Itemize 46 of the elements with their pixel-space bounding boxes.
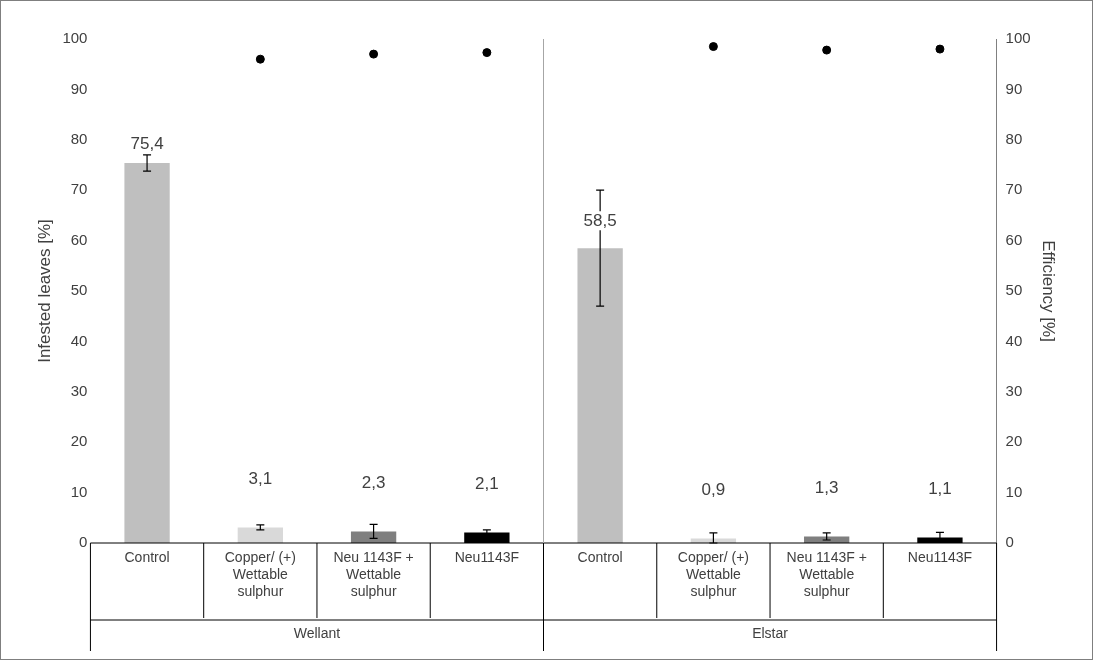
y2-tick-label: 90 xyxy=(1005,79,1023,97)
data-label: 58,5 xyxy=(583,211,617,231)
y-tick-label: 70 xyxy=(70,180,88,198)
y-tick-label: 0 xyxy=(79,533,88,551)
y-tick-label: 90 xyxy=(70,79,88,97)
y2-tick-label: 40 xyxy=(1005,331,1023,349)
y-tick-label: 10 xyxy=(70,482,88,500)
y2-tick-label: 20 xyxy=(1005,432,1023,450)
data-label: 75,4 xyxy=(130,134,164,154)
x-tick-label: Copper/ (+) Wettable sulphur xyxy=(677,548,749,599)
y2-tick-label: 70 xyxy=(1005,180,1023,198)
y-tick-label: 40 xyxy=(70,331,88,349)
y2-tick-label: 0 xyxy=(1005,533,1014,551)
x-tick-label: Control xyxy=(124,548,170,565)
x-tick-label: Neu1143F xyxy=(907,548,973,565)
y2-tick-label: 10 xyxy=(1005,482,1023,500)
y-axis-title: Infested leaves [%] xyxy=(34,219,54,363)
y2-axis-title: Efficiency [%] xyxy=(1039,240,1059,342)
text: Elstar xyxy=(752,624,789,641)
bar xyxy=(124,162,170,543)
y2-tick-label: 60 xyxy=(1005,230,1023,248)
bar xyxy=(237,527,283,543)
y-tick-label: 50 xyxy=(70,281,88,299)
data-label: 1,1 xyxy=(928,478,952,498)
bar xyxy=(577,248,623,543)
x-tick-label: Neu 1143F + Wettable sulphur xyxy=(786,548,867,599)
data-label: 1,3 xyxy=(814,477,839,497)
x-tick-label: Copper/ (+) Wettable sulphur xyxy=(224,548,296,599)
y-tick-label: 20 xyxy=(70,432,88,450)
y-tick-label: 30 xyxy=(70,381,88,399)
y2-tick-label: 80 xyxy=(1005,129,1023,147)
y2-tick-label: 100 xyxy=(1005,29,1031,47)
x-tick-label: Neu1143F xyxy=(454,548,520,565)
data-label: 3,1 xyxy=(248,468,273,488)
y-tick-label: 60 xyxy=(70,230,88,248)
bar xyxy=(350,531,397,543)
y2-tick-label: 30 xyxy=(1005,381,1023,399)
data-label: 0,9 xyxy=(701,479,726,499)
text: Wellant xyxy=(293,624,341,641)
y-tick-label: 80 xyxy=(70,129,88,147)
x-tick-label: Neu 1143F + Wettable sulphur xyxy=(333,548,414,599)
y-tick-label: 100 xyxy=(62,29,88,47)
y2-tick-label: 50 xyxy=(1005,281,1023,299)
data-label: 2,3 xyxy=(361,472,386,492)
data-label: 2,1 xyxy=(475,473,499,493)
x-tick-label: Control xyxy=(577,548,623,565)
